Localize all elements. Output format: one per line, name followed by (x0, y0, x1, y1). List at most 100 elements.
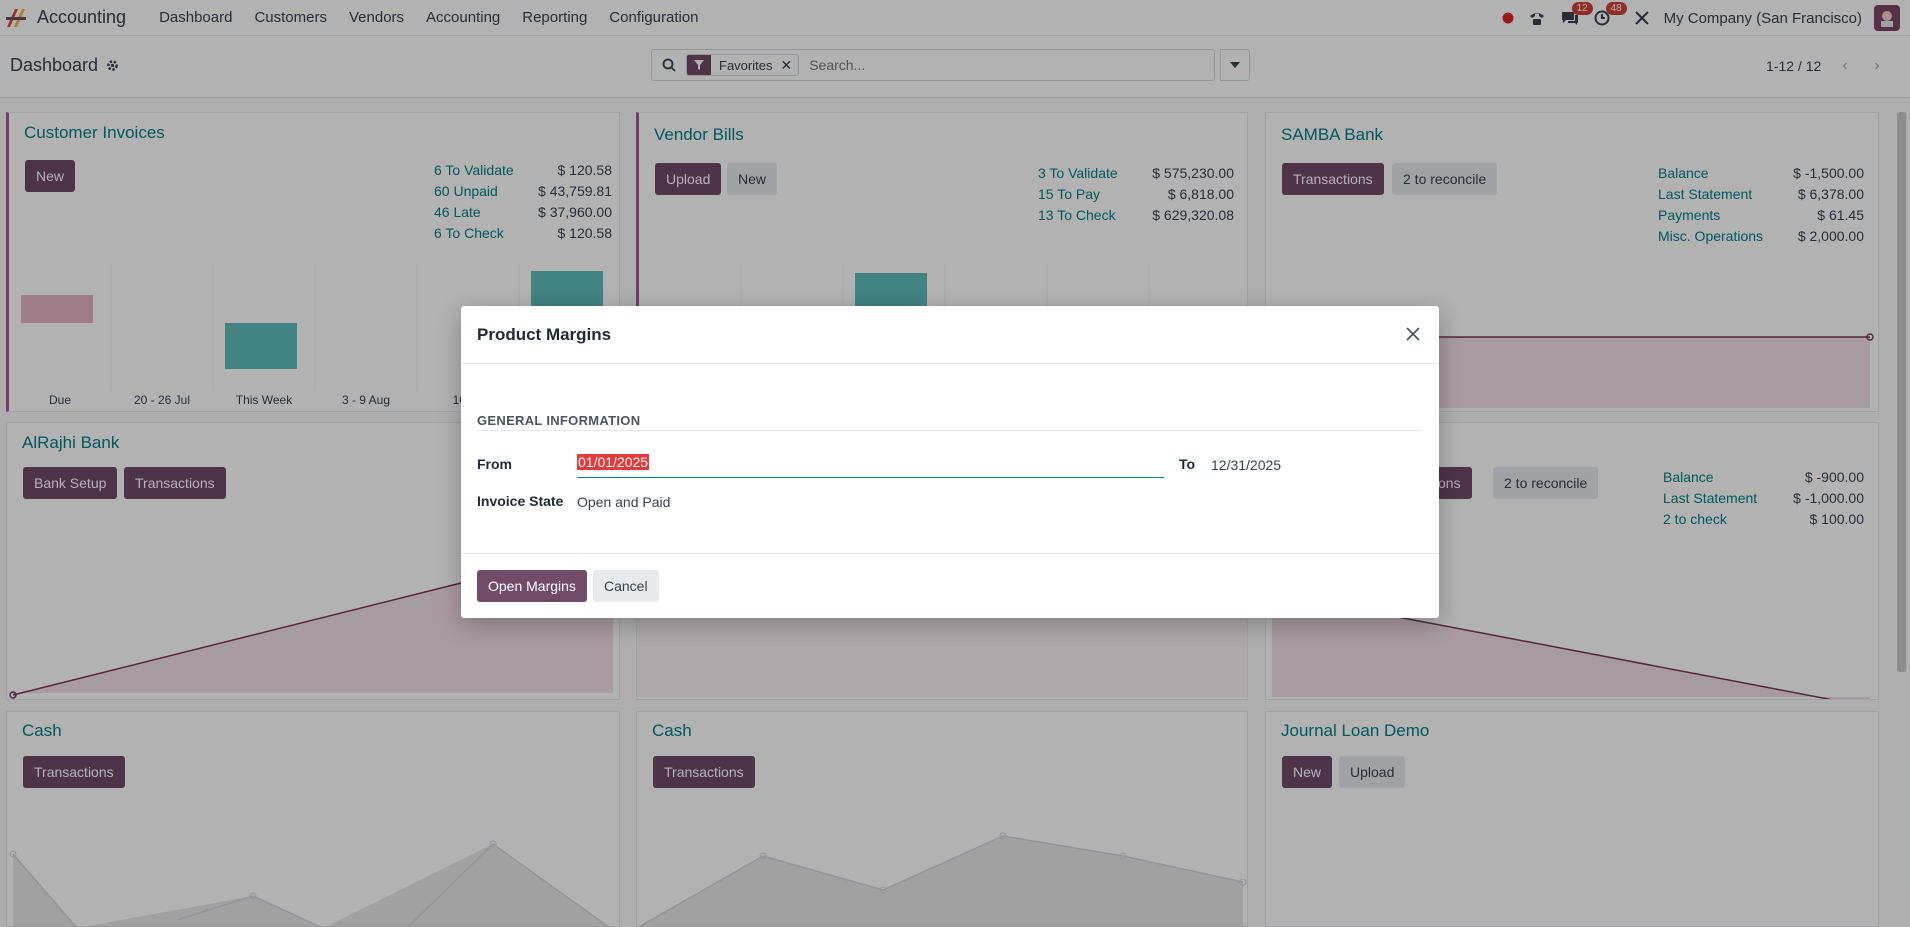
bank-setup-button[interactable]: Bank Setup (23, 467, 118, 499)
stat-row[interactable]: Payments $ 61.45 (1658, 206, 1864, 223)
card-title[interactable]: Journal Loan Demo (1281, 721, 1430, 740)
phone-icon[interactable] (1528, 10, 1546, 26)
navbar-systray: 12 48 My Company (San Francisco) (1502, 0, 1910, 36)
close-icon[interactable] (1401, 322, 1425, 346)
reconcile-button[interactable]: 2 to reconcile (1493, 467, 1599, 499)
top-navbar: Accounting Dashboard Customers Vendors A… (0, 0, 1910, 36)
accounting-app-icon[interactable] (5, 7, 27, 29)
chat-icon[interactable]: 12 (1560, 2, 1593, 26)
pager-value[interactable]: 1-12 / 12 (1766, 58, 1822, 74)
activities-badge: 48 (1605, 2, 1627, 15)
tools-icon[interactable] (1634, 10, 1650, 26)
facet-remove-icon[interactable]: ✕ (780, 56, 793, 73)
axis-label: Due (48, 393, 71, 407)
bank-line-chart (637, 593, 1247, 697)
stat-row[interactable]: 46 Late $ 37,960.00 (434, 203, 612, 220)
bill-stats: 3 To Validate $ 575,230.00 15 To Pay $ 6,8… (1038, 162, 1234, 225)
menu-vendors[interactable]: Vendors (348, 9, 405, 26)
stat-row[interactable]: Misc. Operations $ 2,000.00 (1658, 227, 1864, 244)
page-title: Dashboard (10, 55, 99, 75)
caret-down-icon (1230, 62, 1240, 68)
cancel-button[interactable]: Cancel (593, 570, 659, 602)
bank-stats: Balance $ -1,500.00 Last Statement $ 6,378… (1658, 162, 1864, 246)
dialog-title: Product Margins (477, 325, 612, 344)
invoice-state-field[interactable]: Open and Paid (577, 494, 671, 510)
transactions-button[interactable]: Transactions (653, 756, 755, 788)
card-title[interactable]: Customer Invoices (24, 123, 165, 142)
card-title[interactable]: AlRajhi Bank (22, 433, 120, 452)
stat-row[interactable]: Balance $ -1,500.00 (1658, 164, 1864, 181)
card-title[interactable]: SAMBA Bank (1281, 125, 1384, 144)
reconcile-button[interactable]: 2 to reconcile (1392, 163, 1498, 195)
app-name[interactable]: Accounting (37, 7, 127, 27)
facet-label: Favorites (719, 57, 773, 73)
search-facet: Favorites ✕ (686, 54, 800, 76)
from-date-value: 01/01/2025 (577, 454, 650, 470)
stat-row[interactable]: 2 to check $ 100.00 (1663, 510, 1864, 527)
axis-label: This Week (235, 393, 293, 407)
new-bill-button[interactable]: New (727, 163, 778, 195)
pager-next-icon[interactable]: › (1874, 57, 1880, 74)
filter-icon (687, 55, 711, 75)
stat-row[interactable]: 3 To Validate $ 575,230.00 (1038, 164, 1234, 181)
cash-card: Cash Transactions (636, 711, 1248, 927)
stat-row[interactable]: 60 Unpaid $ 43,759.81 (434, 182, 612, 199)
upload-bill-button[interactable]: Upload (655, 163, 722, 195)
card-title[interactable]: Cash (652, 721, 692, 740)
card-title[interactable]: Vendor Bills (654, 125, 744, 144)
customer-invoices-card: Customer Invoices New 6 To Validate $ 120… (6, 112, 620, 412)
pager-previous-icon[interactable]: ‹ (1842, 57, 1848, 74)
menu-customers[interactable]: Customers (254, 9, 327, 26)
menu-configuration[interactable]: Configuration (609, 9, 699, 26)
stat-row[interactable]: Balance $ -900.00 (1663, 468, 1864, 485)
stat-row[interactable]: 6 To Validate $ 120.58 (434, 161, 612, 178)
activity-clock-icon[interactable]: 48 (1594, 2, 1627, 26)
control-panel: Dashboard Favorites ✕ 1-12 / 12 ‹ › (0, 36, 1910, 98)
stat-row[interactable]: 15 To Pay $ 6,818.00 (1038, 185, 1234, 202)
bank-stats: Balance $ -900.00 Last Statement $ -1,000.… (1663, 466, 1864, 529)
stat-row[interactable]: Last Statement $ 6,378.00 (1658, 185, 1864, 202)
new-button[interactable]: New (1282, 756, 1333, 788)
bar-this-week[interactable] (225, 323, 297, 369)
transactions-button[interactable]: Transactions (23, 756, 125, 788)
stat-row[interactable]: 13 To Check $ 629,320.08 (1038, 206, 1234, 223)
stat-row[interactable]: 6 To Check $ 120.58 (434, 224, 612, 241)
bar-due[interactable] (21, 295, 93, 323)
menu-reporting[interactable]: Reporting (522, 9, 588, 26)
transactions-button[interactable]: Transactions (1282, 163, 1384, 195)
from-label: From (477, 456, 512, 472)
to-date-field[interactable]: 12/31/2025 (1211, 457, 1282, 473)
cash-line-chart (9, 840, 611, 927)
breadcrumb: Dashboard (10, 55, 119, 76)
upload-button[interactable]: Upload (1339, 756, 1406, 788)
company-switcher[interactable]: My Company (San Francisco) (1663, 9, 1862, 27)
menu-accounting[interactable]: Accounting (426, 9, 501, 26)
search-input[interactable] (809, 57, 1214, 73)
menu-dashboard[interactable]: Dashboard (159, 9, 233, 26)
to-label: To (1179, 456, 1196, 472)
axis-label: 3 - 9 Aug (341, 393, 391, 407)
search-options-toggle[interactable] (1220, 49, 1250, 81)
dialog-footer-divider (461, 553, 1439, 554)
gear-icon[interactable] (106, 59, 119, 72)
dialog-header: Product Margins (461, 306, 1439, 364)
product-margins-dialog: Product Margins GENERAL INFORMATION From… (461, 306, 1439, 618)
from-date-field[interactable]: 01/01/2025 (577, 454, 1164, 478)
section-divider (477, 430, 1421, 431)
transactions-button[interactable]: Transactions (124, 467, 226, 499)
journal-loan-card: Journal Loan Demo New Upload (1265, 711, 1879, 927)
main-menu: Dashboard Customers Vendors Accounting R… (148, 9, 709, 26)
open-margins-button[interactable]: Open Margins (477, 570, 587, 602)
status-dot-icon[interactable] (1502, 12, 1514, 24)
invoice-state-label: Invoice State (477, 493, 564, 509)
new-invoice-button[interactable]: New (25, 160, 76, 192)
cash-card: Cash Transactions (6, 711, 620, 927)
card-title[interactable]: Cash (22, 721, 62, 740)
stat-row[interactable]: Last Statement $ -1,000.00 (1663, 489, 1864, 506)
section-title: GENERAL INFORMATION (477, 413, 641, 428)
invoice-stats: 6 To Validate $ 120.58 60 Unpaid $ 43,759.… (434, 159, 612, 243)
cash-line-chart (637, 832, 1247, 927)
scrollbar-thumb[interactable] (1897, 112, 1906, 672)
search-icon (662, 58, 676, 72)
user-avatar[interactable] (1874, 5, 1900, 31)
